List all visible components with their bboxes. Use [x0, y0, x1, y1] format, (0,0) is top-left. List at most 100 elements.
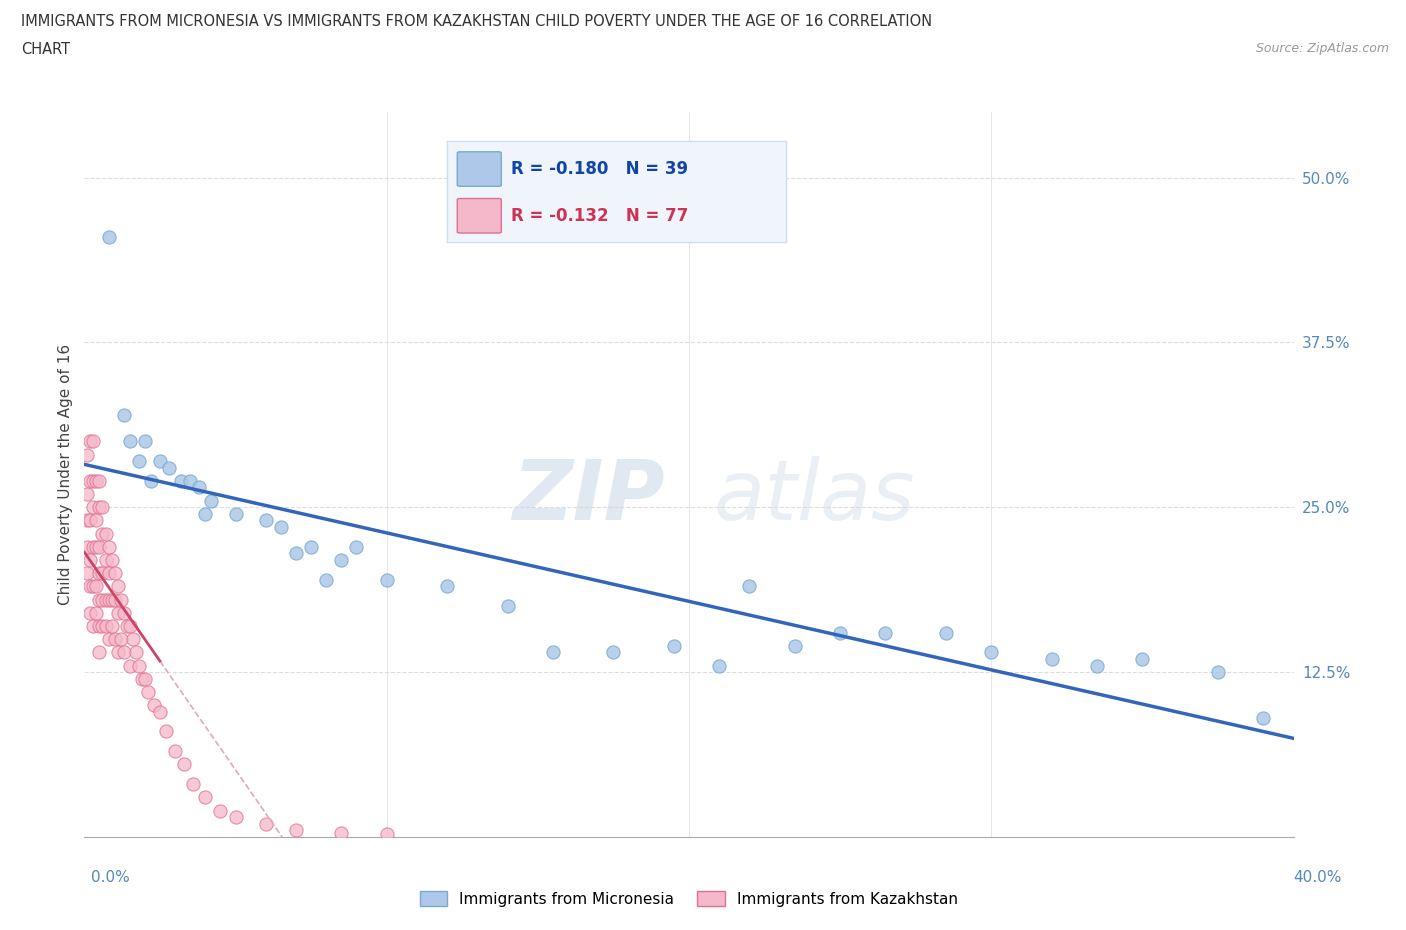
Point	[86, 605, 108, 620]
Point	[194, 507, 217, 522]
Point	[541, 644, 564, 659]
Point	[131, 671, 153, 686]
Point	[225, 507, 247, 522]
Point	[76, 513, 98, 528]
Point	[97, 565, 120, 580]
Point	[149, 454, 172, 469]
Point	[436, 579, 458, 594]
Point	[225, 810, 247, 825]
Text: ZIP: ZIP	[512, 456, 665, 537]
Point	[82, 618, 104, 633]
Point	[89, 644, 111, 659]
Point	[89, 539, 111, 554]
Point	[110, 592, 132, 607]
Point	[830, 625, 852, 640]
Point	[100, 592, 122, 607]
Point	[1130, 652, 1153, 667]
Point	[79, 434, 101, 449]
Point	[118, 434, 141, 449]
Point	[875, 625, 897, 640]
Point	[97, 539, 120, 554]
Point	[200, 493, 222, 508]
Text: CHART: CHART	[21, 42, 70, 57]
Point	[79, 552, 101, 567]
Point	[79, 579, 101, 594]
Point	[91, 526, 114, 541]
Point	[86, 539, 108, 554]
Point	[173, 757, 195, 772]
Point	[82, 473, 104, 488]
Point	[91, 565, 114, 580]
Point	[136, 684, 159, 699]
Point	[330, 826, 353, 841]
Point	[86, 473, 108, 488]
Point	[104, 592, 127, 607]
Point	[82, 434, 104, 449]
Point	[1040, 652, 1063, 667]
Point	[346, 539, 368, 554]
Point	[285, 823, 308, 838]
Point	[980, 644, 1002, 659]
Point	[602, 644, 624, 659]
Point	[118, 658, 141, 673]
Y-axis label: Child Poverty Under the Age of 16: Child Poverty Under the Age of 16	[58, 344, 73, 604]
Point	[375, 572, 398, 587]
Point	[94, 526, 117, 541]
Point	[82, 499, 104, 514]
Point	[76, 486, 98, 501]
Text: Source: ZipAtlas.com: Source: ZipAtlas.com	[1256, 42, 1389, 55]
Point	[100, 552, 122, 567]
Point	[149, 704, 172, 719]
Point	[315, 572, 337, 587]
Point	[76, 447, 98, 462]
Point	[157, 460, 180, 475]
Text: 40.0%: 40.0%	[1294, 870, 1341, 884]
Point	[170, 473, 193, 488]
Point	[155, 724, 177, 739]
Point	[112, 605, 135, 620]
Point	[82, 539, 104, 554]
Point	[709, 658, 731, 673]
Point	[134, 671, 156, 686]
Point	[89, 565, 111, 580]
Point	[188, 480, 211, 495]
Point	[1085, 658, 1108, 673]
Point	[112, 644, 135, 659]
Point	[115, 618, 138, 633]
Point	[375, 827, 398, 842]
Point	[179, 473, 201, 488]
Point	[107, 644, 129, 659]
Point	[935, 625, 957, 640]
Point	[82, 579, 104, 594]
Point	[112, 407, 135, 422]
Point	[285, 546, 308, 561]
Point	[209, 804, 232, 818]
Point	[107, 605, 129, 620]
Point	[254, 817, 277, 831]
Point	[89, 473, 111, 488]
Point	[128, 454, 150, 469]
Point	[165, 744, 187, 759]
Text: 0.0%: 0.0%	[91, 870, 131, 884]
Point	[97, 230, 120, 245]
Point	[110, 631, 132, 646]
Point	[783, 638, 806, 653]
Point	[181, 777, 204, 791]
Point	[139, 473, 162, 488]
Text: atlas: atlas	[713, 456, 915, 537]
Point	[270, 520, 292, 535]
Point	[94, 618, 117, 633]
Point	[91, 618, 114, 633]
Point	[299, 539, 322, 554]
Point	[330, 552, 353, 567]
Point	[86, 513, 108, 528]
Point	[134, 434, 156, 449]
Point	[121, 631, 143, 646]
Point	[1253, 711, 1275, 725]
Point	[76, 539, 98, 554]
Point	[79, 473, 101, 488]
Point	[86, 579, 108, 594]
Point	[142, 698, 165, 712]
Point	[104, 565, 127, 580]
Point	[76, 565, 98, 580]
